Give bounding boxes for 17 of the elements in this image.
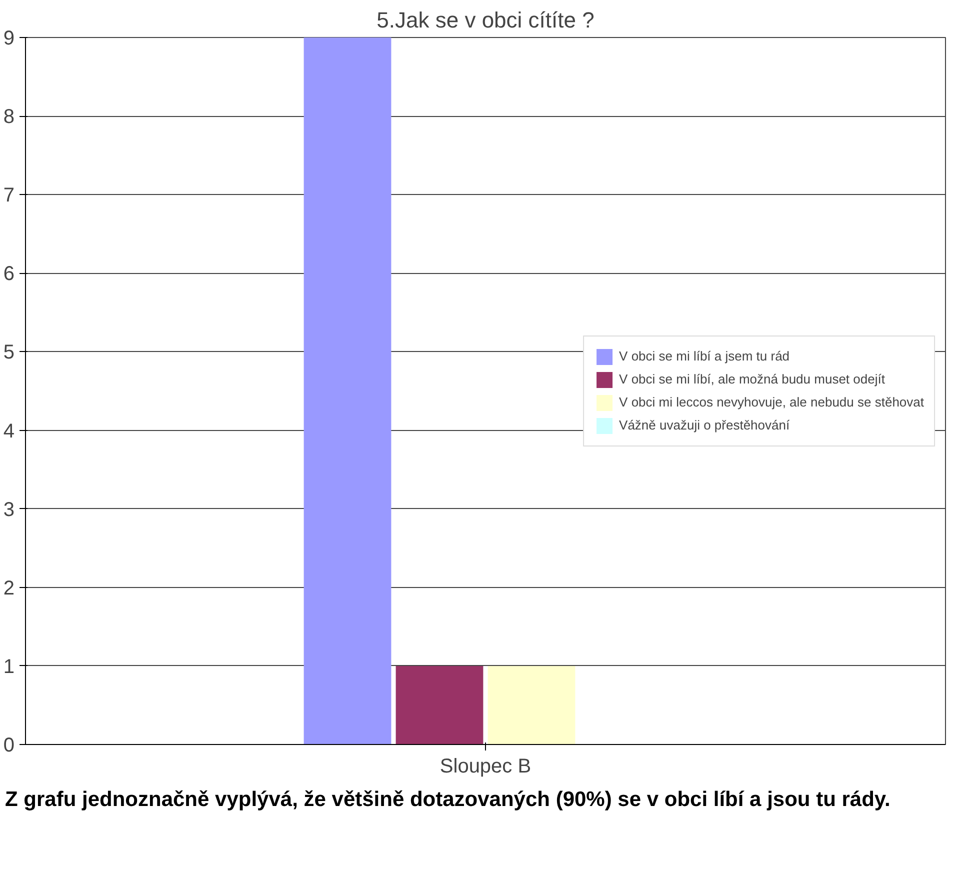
y-tick-label: 8 [3,106,14,128]
legend-label: V obci se mi líbí, ale možná budu muset odejít [619,372,885,386]
legend-label: Vážně uvažuji o přestěhování [619,418,790,432]
y-tick-label: 0 [3,734,14,756]
text: Z grafu jednoznačně vyplývá, že většině dotazovaných (90%) se v obci líbí a jsou tu rády. [5,787,890,813]
legend-label: V obci se mi líbí a jsem tu rád [619,348,790,364]
chart-title: 5.Jak se v obci cítíte ? [376,8,594,32]
legend-label: V obci mi leccos nevyhovuje, ale nebudu se stěhovat [619,394,924,410]
y-tick-label: 1 [3,656,14,678]
y-tick-label: 4 [3,420,14,442]
x-tick-label: Sloupec B [440,756,532,778]
y-tick-label: 6 [3,263,14,286]
y-tick-label: 9 [3,28,14,50]
y-tick-label: 2 [3,577,14,600]
y-tick-label: 5 [3,342,14,364]
y-tick-label: 7 [3,184,14,207]
y-tick-label: 3 [3,498,14,521]
